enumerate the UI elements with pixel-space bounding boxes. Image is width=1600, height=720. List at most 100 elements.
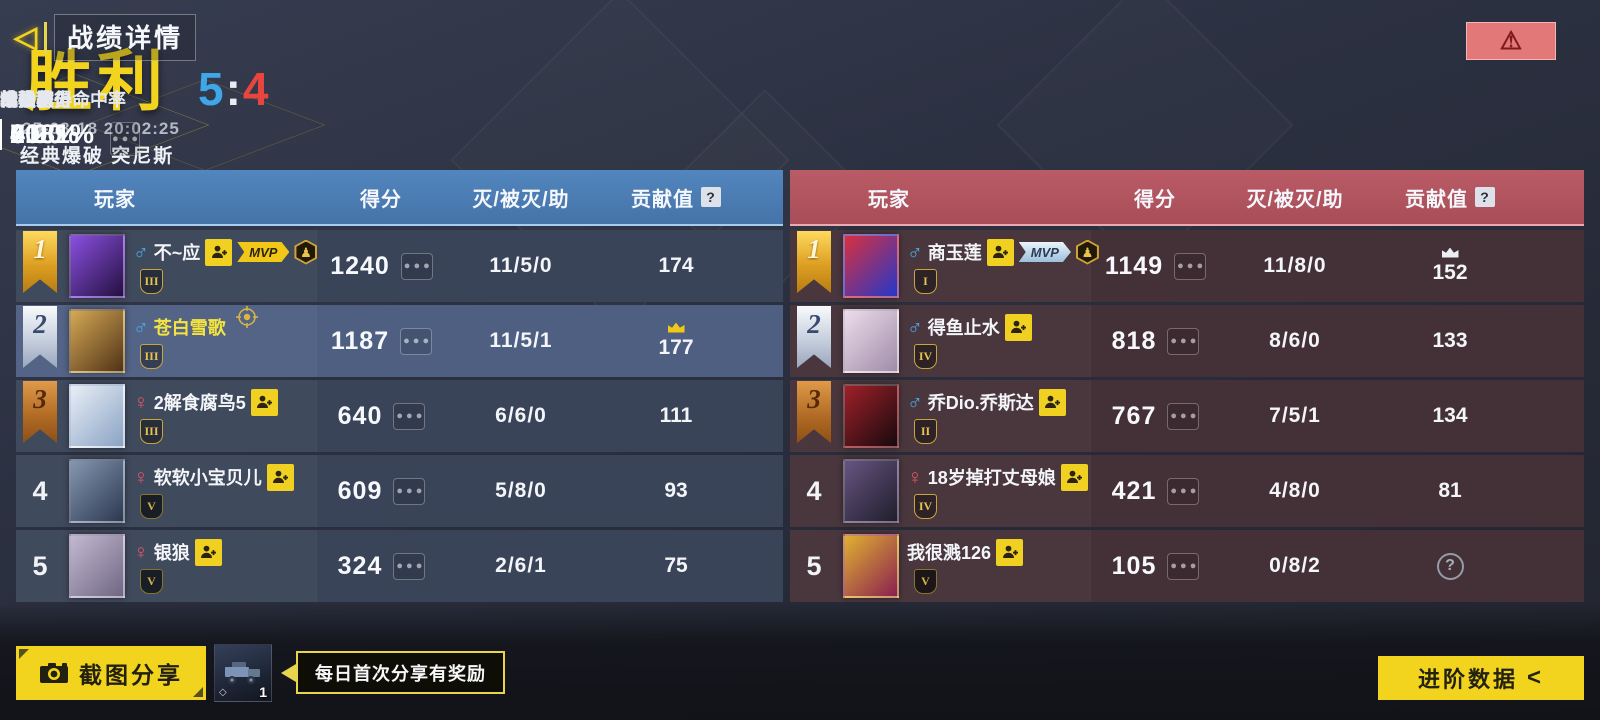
score-detail-button[interactable]: ● ● ●	[393, 402, 426, 430]
player-cell: 2 ♂ 苍白雪歌	[16, 305, 316, 377]
add-friend-button[interactable]	[986, 238, 1014, 266]
contribution-help-icon[interactable]: ?	[1475, 187, 1495, 207]
chevron-left-icon: <	[1527, 664, 1545, 691]
add-friend-button[interactable]	[205, 238, 233, 266]
scoreboard-row[interactable]: 1 ♂ 商玉莲 MVP ♟	[790, 230, 1584, 302]
report-button[interactable]: ⚠	[1466, 22, 1556, 60]
score-detail-button[interactable]: ● ● ●	[1167, 477, 1200, 505]
contribution-cell: ?	[1370, 552, 1530, 580]
advanced-data-button[interactable]: 进阶数据 <	[1378, 656, 1584, 700]
rank-slot: 2	[790, 305, 838, 377]
kda-value: 0/8/2	[1269, 554, 1321, 577]
kda-value: 4/8/0	[1269, 479, 1321, 502]
gender-icon: ♀	[133, 390, 149, 414]
title-divider	[44, 21, 48, 54]
score-value: 609	[337, 476, 383, 505]
player-avatar[interactable]	[843, 534, 899, 598]
contribution-cell: 93	[596, 479, 756, 503]
player-avatar[interactable]	[69, 234, 125, 298]
score-detail-button[interactable]: ● ● ●	[1174, 252, 1207, 280]
rank-number: 4	[806, 475, 822, 506]
score-cell: 640 ● ● ●	[316, 380, 446, 452]
tooltip-arrow	[281, 664, 296, 682]
contribution-cell: 75	[596, 554, 756, 578]
rank-banner: 1	[797, 231, 831, 293]
player-info: ♂ 不~应 MVP ♟ III	[133, 238, 318, 294]
player-avatar[interactable]	[843, 384, 899, 448]
share-reward-item[interactable]: ◇ 1	[214, 644, 272, 702]
score-value: 640	[337, 401, 383, 430]
column-player: 玩家	[868, 188, 910, 211]
contribution-cell: 152	[1370, 247, 1530, 285]
player-avatar[interactable]	[843, 234, 899, 298]
stat-rank-points: 排位积分 61 ● ● ●	[0, 86, 140, 156]
stat-exp-gained: 经验获得 7081	[0, 90, 72, 151]
scoreboard-row[interactable]: 4 ♀ 软软小宝贝儿	[16, 455, 783, 527]
player-avatar[interactable]	[69, 459, 125, 523]
player-cell: 4 ♀ 18岁掉打丈母娘	[790, 455, 1090, 527]
rank-number: 4	[32, 475, 48, 506]
contribution-cell: 111	[596, 404, 756, 428]
add-friend-button[interactable]	[1004, 313, 1032, 341]
score-cell: 105 ● ● ●	[1090, 530, 1220, 602]
player-cell: 4 ♀ 软软小宝贝儿	[16, 455, 316, 527]
add-friend-button[interactable]	[1038, 388, 1066, 416]
score-detail-button[interactable]: ● ● ●	[393, 477, 426, 505]
person-plus-icon	[1067, 470, 1083, 483]
contribution-value: 93	[664, 479, 688, 502]
score-detail-button[interactable]: ● ● ●	[1167, 402, 1200, 430]
score-cell: 421 ● ● ●	[1090, 455, 1220, 527]
tier-badge: V	[140, 568, 163, 594]
player-info: ♂ 商玉莲 MVP ♟ I	[907, 238, 1099, 294]
mvp-emblem-icon: ♟	[294, 239, 318, 265]
player-avatar[interactable]	[69, 534, 125, 598]
gender-icon: ♂	[133, 315, 149, 339]
mvp-badge: MVP	[237, 242, 289, 262]
score-detail-button[interactable]: ● ● ●	[400, 252, 433, 280]
add-friend-button[interactable]	[194, 538, 222, 566]
score-detail-button[interactable]: ● ● ●	[1167, 327, 1200, 355]
scoreboard-row[interactable]: 3 ♂ 乔Dio.乔斯达	[790, 380, 1584, 452]
rank-slot: 5	[790, 530, 838, 602]
score-detail-button[interactable]: ● ● ●	[400, 327, 433, 355]
tier-badge: IV	[914, 343, 937, 369]
score-detail-button[interactable]: ● ● ●	[393, 552, 426, 580]
player-avatar[interactable]	[69, 384, 125, 448]
column-score: 得分	[360, 188, 402, 211]
contribution-help-icon[interactable]: ?	[701, 187, 721, 207]
rank-banner: 2	[797, 306, 831, 368]
score-detail-button[interactable]: ● ● ●	[1167, 552, 1200, 580]
player-avatar[interactable]	[843, 309, 899, 373]
rank-slot: 3	[16, 380, 64, 452]
player-cell: 5 ♀ 银狼	[16, 530, 316, 602]
rank-points-detail-button[interactable]: ● ● ●	[110, 122, 140, 156]
add-friend-button[interactable]	[250, 388, 278, 416]
scoreboard-row[interactable]: 3 ♀ 2解食腐鸟5	[16, 380, 783, 452]
scoreboard-row[interactable]: 2 ♂ 苍白雪歌	[16, 305, 783, 377]
scoreboard-row[interactable]: 5 我很溅126	[790, 530, 1584, 602]
scoreboard-row[interactable]: 2 ♂ 得鱼止水	[790, 305, 1584, 377]
scoreboard-row[interactable]: 1 ♂ 不~应 MVP ♟	[16, 230, 783, 302]
scoreboard-row[interactable]: 4 ♀ 18岁掉打丈母娘	[790, 455, 1584, 527]
person-plus-icon	[993, 245, 1009, 258]
player-avatar[interactable]	[69, 309, 125, 373]
scoreboard-row[interactable]: 5 ♀ 银狼	[16, 530, 783, 602]
contribution-unknown-icon: ?	[1436, 552, 1464, 580]
contribution-value: 81	[1438, 479, 1462, 502]
contribution-value: 111	[659, 404, 693, 427]
screenshot-share-button[interactable]: 截图分享	[16, 646, 206, 700]
back-icon[interactable]: ◁	[14, 20, 38, 54]
vehicle-icon	[225, 662, 260, 684]
add-friend-button[interactable]	[996, 538, 1024, 566]
add-friend-button[interactable]	[1060, 463, 1088, 491]
rank-banner: 3	[797, 381, 831, 443]
add-friend-button[interactable]	[266, 463, 294, 491]
rank-number: 5	[806, 550, 822, 581]
rank-banner: 1	[23, 231, 57, 293]
player-info: 我很溅126 V	[907, 538, 1024, 594]
kda-value: 11/8/0	[1263, 254, 1327, 277]
kda-value: 2/6/1	[495, 554, 547, 577]
player-avatar[interactable]	[843, 459, 899, 523]
tier-badge: V	[140, 493, 163, 519]
score-value: 324	[337, 551, 383, 580]
